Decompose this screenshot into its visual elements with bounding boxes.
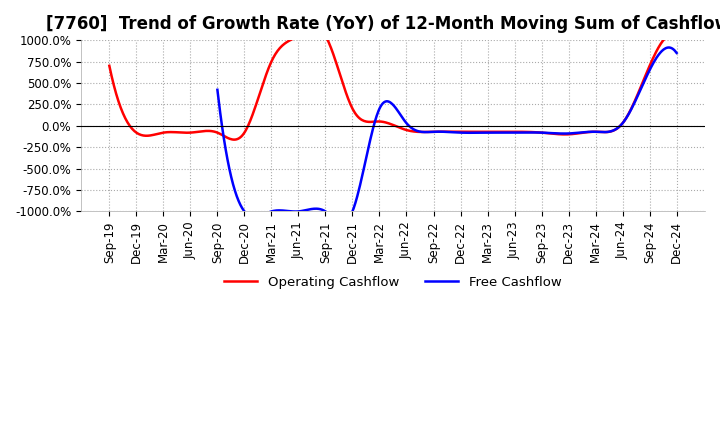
Free Cashflow xyxy=(462,130,471,136)
Free Cashflow xyxy=(213,87,222,92)
Operating Cashflow xyxy=(661,35,670,40)
Operating Cashflow xyxy=(572,131,581,136)
Free Cashflow xyxy=(672,50,681,55)
Line: Operating Cashflow: Operating Cashflow xyxy=(109,28,677,139)
Free Cashflow xyxy=(487,130,496,135)
Free Cashflow xyxy=(590,129,599,134)
Legend: Operating Cashflow, Free Cashflow: Operating Cashflow, Free Cashflow xyxy=(219,270,567,294)
Operating Cashflow xyxy=(380,120,389,125)
Free Cashflow xyxy=(664,45,672,50)
Operating Cashflow xyxy=(672,33,681,38)
Operating Cashflow xyxy=(414,129,423,135)
Free Cashflow xyxy=(338,220,347,225)
Operating Cashflow xyxy=(377,119,385,124)
Free Cashflow xyxy=(432,129,441,134)
Free Cashflow xyxy=(662,45,671,51)
Operating Cashflow xyxy=(445,129,454,134)
Operating Cashflow xyxy=(105,63,114,69)
Operating Cashflow xyxy=(311,25,320,30)
Free Cashflow xyxy=(435,129,444,134)
Operating Cashflow xyxy=(230,137,239,142)
Title: [7760]  Trend of Growth Rate (YoY) of 12-Month Moving Sum of Cashflows: [7760] Trend of Growth Rate (YoY) of 12-… xyxy=(46,15,720,33)
Line: Free Cashflow: Free Cashflow xyxy=(217,48,677,223)
